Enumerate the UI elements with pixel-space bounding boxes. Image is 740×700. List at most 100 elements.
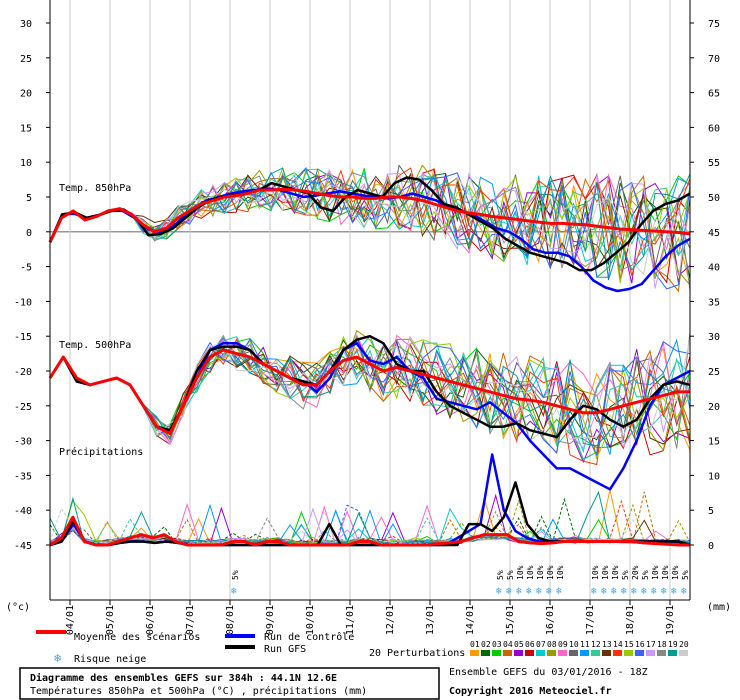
- perturbation-swatch: [591, 650, 600, 656]
- left-tick-label: 25: [20, 54, 32, 65]
- snow-risk-icon: ❄: [536, 586, 543, 597]
- snowflake-icon: ❄: [54, 651, 61, 665]
- right-tick-label: 25: [708, 367, 720, 378]
- snow-risk-icon: ❄: [556, 586, 563, 597]
- legend-mean-label: Moyenne des scénarios: [74, 631, 200, 643]
- snow-risk-label: 10%: [591, 565, 600, 580]
- perturbation-swatch: [613, 650, 622, 656]
- left-tick-label: -30: [14, 437, 32, 448]
- snow-risk-icon: ❄: [231, 586, 238, 597]
- left-tick-label: 15: [20, 123, 32, 134]
- snow-risk-label: 10%: [526, 565, 535, 580]
- perturbation-swatch: [503, 650, 512, 656]
- date-label: 05/01: [105, 605, 116, 635]
- snow-risk-label: 5%: [681, 570, 690, 580]
- right-tick-label: 70: [708, 54, 720, 65]
- perturbation-swatch: [470, 650, 479, 656]
- snow-risk-label: 5%: [621, 570, 630, 580]
- snow-risk-icon: ❄: [496, 586, 503, 597]
- perturbation-line: [49, 167, 691, 281]
- perturbation-line: [49, 337, 691, 449]
- perturbation-line: [49, 335, 691, 460]
- perturbation-swatch: [481, 650, 490, 656]
- perturbation-number: 01: [470, 640, 480, 649]
- right-tick-label: 60: [708, 123, 720, 134]
- snow-risk-icon: ❄: [671, 586, 678, 597]
- perturbation-line: [49, 344, 691, 461]
- date-label: 19/01: [665, 605, 676, 635]
- perturbation-swatch: [492, 650, 501, 656]
- perturbation-number: 08: [547, 640, 557, 649]
- date-label: 10/01: [305, 605, 316, 635]
- date-label: 13/01: [425, 605, 436, 635]
- snow-risk-label: 10%: [661, 565, 670, 580]
- perturbation-number: 02: [481, 640, 491, 649]
- series-1-precip-line: [49, 453, 691, 547]
- perturbation-number: 13: [602, 640, 612, 649]
- perturbation-number: 05: [514, 640, 524, 649]
- perturbation-line: [49, 172, 691, 283]
- snow-risk-label: 20%: [631, 565, 640, 580]
- perturbation-swatch: [668, 650, 677, 656]
- snow-risk-label: 10%: [671, 565, 680, 580]
- right-tick-label: 40: [708, 263, 720, 274]
- right-tick-label: 65: [708, 89, 720, 100]
- snow-risk-label: 10%: [601, 565, 610, 580]
- legend-perturbations-label: 20 Perturbations: [369, 648, 465, 659]
- perturbation-swatch: [657, 650, 666, 656]
- left-axis-unit: (°c): [6, 602, 30, 613]
- date-label: 15/01: [505, 605, 516, 635]
- series-0-t500-line: [48, 348, 690, 436]
- left-tick-label: 20: [20, 89, 32, 100]
- perturbation-number: 14: [613, 640, 623, 649]
- footer-copyright: Copyright 2016 Meteociel.fr: [449, 685, 612, 697]
- perturbation-swatch: [514, 650, 523, 656]
- snow-risk-icon: ❄: [601, 586, 608, 597]
- snow-risk-icon: ❄: [641, 586, 648, 597]
- date-label: 07/01: [185, 605, 196, 635]
- date-label: 11/01: [345, 605, 356, 635]
- perturbation-number: 10: [569, 640, 579, 649]
- left-tick-label: -40: [14, 506, 32, 517]
- snow-risk-label: 5%: [506, 570, 515, 580]
- series-2-t850-line: [48, 176, 691, 272]
- date-label: 06/01: [145, 605, 156, 635]
- footer-title: Diagramme des ensembles GEFS sur 384h : …: [30, 672, 337, 684]
- snow-risk-label: 10%: [556, 565, 565, 580]
- series-0-t850-line: [48, 187, 691, 243]
- panel-label-precip: Précipitations: [59, 446, 143, 458]
- right-tick-label: 0: [708, 541, 714, 552]
- perturbation-number: 11: [580, 640, 590, 649]
- left-tick-label: -10: [14, 297, 32, 308]
- snow-risk-label: 10%: [536, 565, 545, 580]
- panel-label-850: Temp. 850hPa: [59, 183, 131, 194]
- snow-risk-label: 10%: [546, 565, 555, 580]
- perturbation-number: 20: [679, 640, 689, 649]
- date-label: 04/01: [65, 605, 76, 635]
- perturbation-number: 04: [503, 640, 513, 649]
- left-tick-label: 10: [20, 158, 32, 169]
- snow-risk-icon: ❄: [611, 586, 618, 597]
- right-tick-label: 20: [708, 402, 720, 413]
- perturbation-swatch: [580, 650, 589, 656]
- date-label: 16/01: [545, 605, 556, 635]
- right-tick-label: 35: [708, 297, 720, 308]
- legend-snow-label: Risque neige: [74, 654, 146, 665]
- right-tick-label: 75: [708, 19, 720, 30]
- footer-subtitle: Températures 850hPa et 500hPa (°C) , pré…: [30, 685, 367, 697]
- perturbation-swatch: [602, 650, 611, 656]
- left-tick-label: -5: [20, 263, 32, 274]
- snow-risk-icon: ❄: [591, 586, 598, 597]
- perturbation-number: 16: [635, 640, 645, 649]
- right-tick-label: 10: [708, 471, 720, 482]
- snow-risk-label: 5%: [496, 570, 505, 580]
- perturbation-number: 09: [558, 640, 568, 649]
- snow-risk-label: 5%: [641, 570, 650, 580]
- left-tick-label: 0: [26, 228, 32, 239]
- left-tick-label: 30: [20, 19, 32, 30]
- left-tick-label: -25: [14, 402, 32, 413]
- snow-risk-icon: ❄: [621, 586, 628, 597]
- snow-risk-label: 10%: [516, 565, 525, 580]
- snow-risk-icon: ❄: [546, 586, 553, 597]
